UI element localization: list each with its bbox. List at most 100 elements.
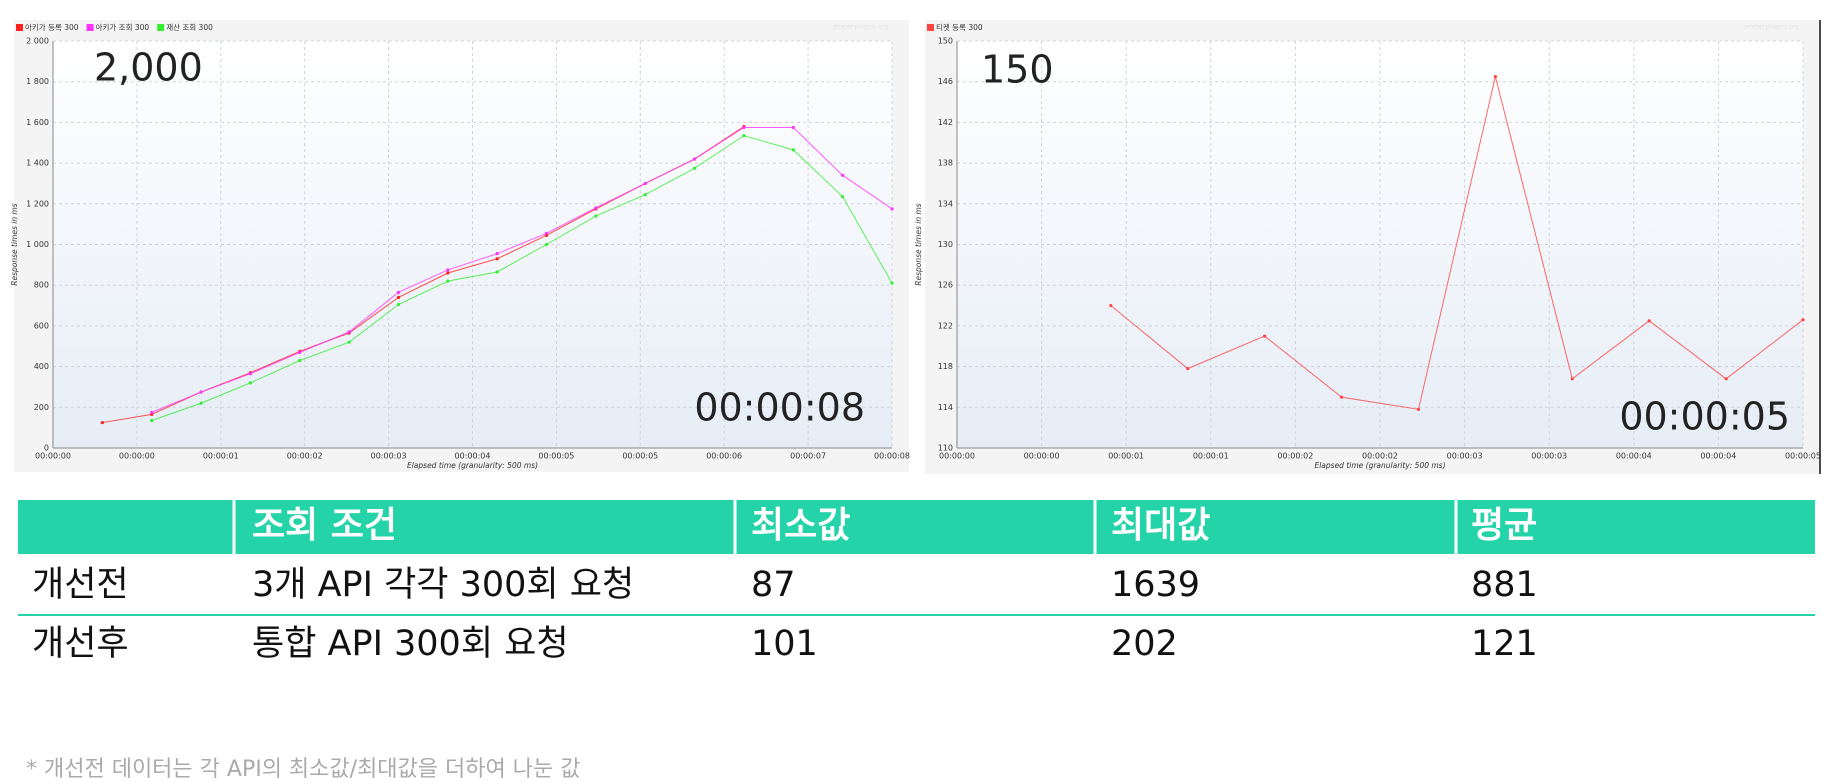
data-point — [841, 195, 845, 199]
x-tick-label: 00:00:00 — [939, 452, 975, 461]
data-point — [1647, 319, 1651, 323]
y-tick-label: 800 — [34, 281, 49, 290]
table-cell: 202 — [1111, 624, 1178, 664]
table-header-cell: 최대값 — [1111, 505, 1210, 546]
data-point — [248, 381, 253, 385]
data-point — [248, 372, 253, 376]
data-point — [692, 166, 697, 170]
y-tick-label: 126 — [938, 281, 953, 290]
x-tick-label: 00:00:04 — [1700, 452, 1736, 461]
table-header-cell: 최소값 — [751, 505, 850, 546]
legend-label: 아키가 등록 300 — [25, 22, 79, 32]
table-cell: 개선전 — [32, 565, 129, 605]
data-point — [1339, 395, 1344, 399]
data-point — [446, 271, 450, 275]
x-tick-label: 00:00:01 — [203, 452, 239, 461]
x-tick-label: 00:00:06 — [706, 452, 742, 461]
x-axis-title: Elapsed time (granularity: 500 ms) — [407, 461, 538, 470]
data-point — [742, 134, 746, 138]
y-tick-label: 1 000 — [26, 240, 49, 249]
data-point — [1109, 303, 1113, 308]
table-cell: 1639 — [1111, 565, 1200, 605]
y-tick-label: 110 — [938, 444, 953, 453]
y-tick-label: 150 — [938, 37, 953, 46]
data-point — [692, 157, 697, 161]
y-tick-label: 1 200 — [26, 199, 49, 208]
table-cell: 3개 API 각각 300회 요청 — [252, 565, 634, 605]
x-tick-label: 00:00:03 — [1531, 452, 1567, 461]
table-cell: 87 — [751, 565, 796, 605]
table-header-cell: 조회 조건 — [252, 505, 397, 546]
annotation: 00:00:08 — [694, 386, 865, 430]
annotation: 2,000 — [94, 46, 203, 90]
x-tick-label: 00:00:01 — [1108, 452, 1144, 461]
x-tick-label: 00:00:02 — [1277, 452, 1313, 461]
data-point — [791, 148, 795, 152]
data-point — [594, 214, 598, 218]
y-tick-label: 138 — [938, 159, 953, 168]
data-point — [199, 401, 203, 405]
table-cell: 101 — [751, 624, 818, 664]
series-line — [151, 126, 893, 413]
data-point — [890, 281, 894, 285]
data-point — [495, 270, 499, 274]
legend-swatch — [86, 24, 94, 31]
y-axis-title: Response times in ms — [10, 203, 19, 286]
data-point — [643, 193, 647, 197]
chart: 0 200 400 600 800 1 000 1 200 1 400 1 600 1 800 2 … — [10, 20, 910, 472]
chart: 110 114 118 122 126 130 134 138 142 146 150 00:00:0… — [914, 20, 1821, 474]
x-tick-label: 00:00:01 — [1193, 452, 1229, 461]
data-point — [495, 257, 499, 261]
y-axis-title: Response times in ms — [914, 203, 923, 286]
x-tick-label: 00:00:05 — [1785, 452, 1821, 461]
data-point — [150, 410, 154, 414]
y-tick-label: 0 — [44, 444, 49, 453]
y-tick-label: 2 000 — [26, 37, 49, 46]
data-point — [100, 420, 104, 425]
y-tick-label: 118 — [938, 362, 953, 371]
x-tick-label: 00:00:05 — [622, 452, 658, 461]
y-tick-label: 134 — [938, 199, 953, 208]
data-point — [544, 242, 549, 247]
y-tick-label: 1 800 — [26, 77, 49, 86]
data-point — [347, 330, 351, 334]
data-point — [594, 206, 598, 210]
data-point — [446, 268, 450, 272]
data-point — [1724, 377, 1728, 381]
data-point — [396, 290, 401, 294]
data-point — [1186, 367, 1190, 371]
data-point — [495, 252, 499, 256]
table-cell: 121 — [1471, 624, 1538, 664]
y-tick-label: 146 — [938, 77, 953, 86]
x-tick-label: 00:00:02 — [287, 452, 323, 461]
table-header-bg — [18, 500, 1815, 554]
watermark: jmeter-plugins.org — [1743, 24, 1799, 31]
data-point — [1263, 334, 1267, 338]
x-tick-label: 00:00:00 — [1024, 452, 1060, 461]
x-tick-label: 00:00:08 — [874, 452, 910, 461]
data-point — [396, 302, 401, 307]
table-header-cell: 평균 — [1471, 505, 1537, 546]
y-tick-label: 200 — [34, 403, 49, 412]
x-tick-label: 00:00:00 — [119, 452, 155, 461]
data-point — [1801, 318, 1805, 322]
y-tick-label: 114 — [938, 403, 953, 412]
y-tick-label: 130 — [938, 240, 953, 249]
x-tick-label: 00:00:05 — [538, 452, 574, 461]
watermark: jmeter-plugins.org — [832, 24, 888, 31]
data-point — [643, 181, 647, 186]
y-tick-label: 1 600 — [26, 118, 49, 127]
table-cell: 개선후 — [32, 624, 129, 664]
data-point — [199, 390, 203, 394]
x-tick-label: 00:00:07 — [790, 452, 826, 461]
y-tick-label: 1 400 — [26, 159, 49, 168]
series-line — [151, 135, 893, 421]
x-tick-label: 00:00:00 — [35, 452, 71, 461]
series-line — [1110, 76, 1804, 410]
annotation: 150 — [981, 48, 1054, 92]
legend-swatch — [157, 24, 165, 31]
x-tick-label: 00:00:04 — [1616, 452, 1652, 461]
data-point — [1416, 407, 1421, 411]
y-tick-label: 122 — [938, 321, 953, 330]
